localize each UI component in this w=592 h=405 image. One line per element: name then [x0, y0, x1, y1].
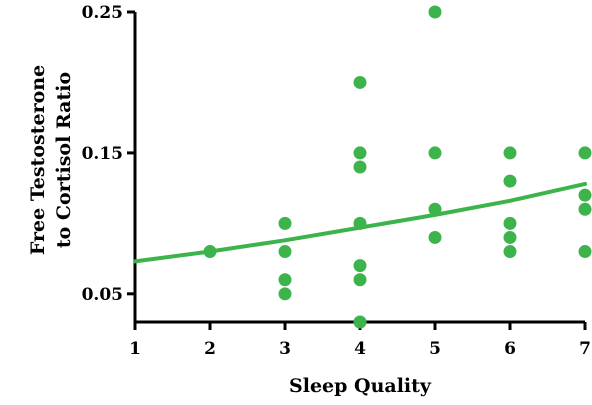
- data-point: [278, 216, 292, 230]
- data-point: [353, 315, 367, 329]
- data-point: [428, 146, 442, 160]
- x-tick-label: 7: [579, 339, 591, 359]
- x-axis-title: Sleep Quality: [289, 375, 432, 397]
- x-tick-label: 2: [204, 339, 216, 359]
- data-point: [578, 188, 592, 202]
- data-point: [353, 273, 367, 287]
- data-point: [353, 146, 367, 160]
- data-point: [428, 5, 442, 19]
- data-point: [578, 202, 592, 216]
- data-point: [503, 174, 517, 188]
- data-points: [203, 5, 592, 329]
- data-point: [353, 160, 367, 174]
- data-point: [578, 245, 592, 259]
- data-point: [428, 202, 442, 216]
- data-point: [278, 245, 292, 259]
- x-tick-label: 5: [429, 339, 441, 359]
- data-point: [203, 245, 217, 259]
- data-point: [503, 146, 517, 160]
- y-tick-label: 0.05: [82, 285, 123, 305]
- x-tick-label: 3: [279, 339, 291, 359]
- data-point: [278, 287, 292, 301]
- y-tick-label: 0.25: [82, 3, 123, 23]
- data-point: [503, 216, 517, 230]
- x-tick-label: 1: [129, 339, 141, 359]
- data-point: [428, 230, 442, 244]
- data-point: [578, 146, 592, 160]
- y-axis-title-line2: to Cortisol Ratio: [53, 72, 75, 248]
- tick-labels: 1 2 3 4 5 6 7 0.05 0.15 0.25: [82, 3, 591, 359]
- data-point: [503, 230, 517, 244]
- data-point: [353, 259, 367, 273]
- data-point: [503, 245, 517, 259]
- data-point: [353, 216, 367, 230]
- data-point: [353, 75, 367, 89]
- y-axis-title-line1: Free Testosterone: [27, 65, 49, 255]
- x-tick-label: 6: [504, 339, 516, 359]
- x-tick-label: 4: [354, 339, 366, 359]
- data-point: [278, 273, 292, 287]
- y-tick-label: 0.15: [82, 144, 123, 164]
